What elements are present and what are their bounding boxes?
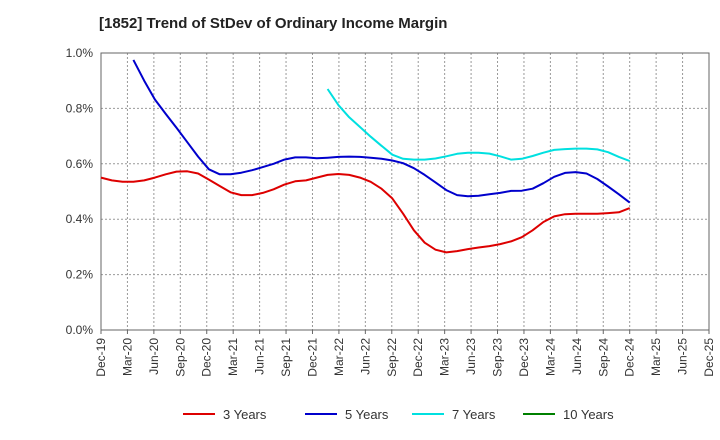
legend-label: 3 Years	[223, 407, 267, 422]
y-tick-label: 0.4%	[66, 212, 94, 226]
x-tick-label: Dec-21	[305, 338, 319, 377]
x-tick-label: Dec-20	[200, 338, 214, 377]
y-tick-label: 0.2%	[66, 268, 94, 282]
x-tick-label: Dec-24	[623, 338, 637, 377]
x-tick-label: Mar-20	[120, 338, 134, 376]
x-tick-label: Sep-22	[385, 338, 399, 377]
x-tick-label: Sep-24	[596, 338, 610, 377]
x-tick-label: Dec-19	[94, 338, 108, 377]
x-tick-label: Mar-23	[438, 338, 452, 376]
x-tick-label: Mar-21	[226, 338, 240, 376]
series-line	[132, 59, 631, 204]
x-tick-label: Jun-22	[358, 338, 372, 375]
x-tick-label: Mar-25	[649, 338, 663, 376]
y-tick-label: 1.0%	[66, 46, 94, 60]
chart-title: [1852] Trend of StDev of Ordinary Income…	[99, 15, 448, 32]
legend-label: 5 Years	[345, 407, 389, 422]
x-tick-label: Jun-25	[676, 338, 690, 375]
y-tick-label: 0.0%	[66, 323, 94, 337]
series-line	[326, 88, 631, 162]
x-tick-label: Jun-24	[570, 338, 584, 375]
x-tick-label: Jun-23	[464, 338, 478, 375]
x-tick-label: Sep-23	[491, 338, 505, 377]
x-tick-label: Sep-21	[279, 338, 293, 377]
x-tick-label: Dec-25	[702, 338, 716, 377]
x-tick-label: Mar-24	[543, 338, 557, 376]
x-tick-label: Dec-22	[411, 338, 425, 377]
x-tick-label: Jun-20	[147, 338, 161, 375]
legend-label: 10 Years	[563, 407, 614, 422]
x-tick-label: Sep-20	[173, 338, 187, 377]
plot-frame	[100, 52, 710, 331]
series-line	[100, 170, 631, 254]
x-tick-label: Mar-22	[332, 338, 346, 376]
y-tick-label: 0.6%	[66, 157, 94, 171]
y-tick-label: 0.8%	[66, 101, 94, 115]
x-tick-label: Dec-23	[517, 338, 531, 377]
legend-label: 7 Years	[452, 407, 496, 422]
x-tick-label: Jun-21	[253, 338, 267, 375]
